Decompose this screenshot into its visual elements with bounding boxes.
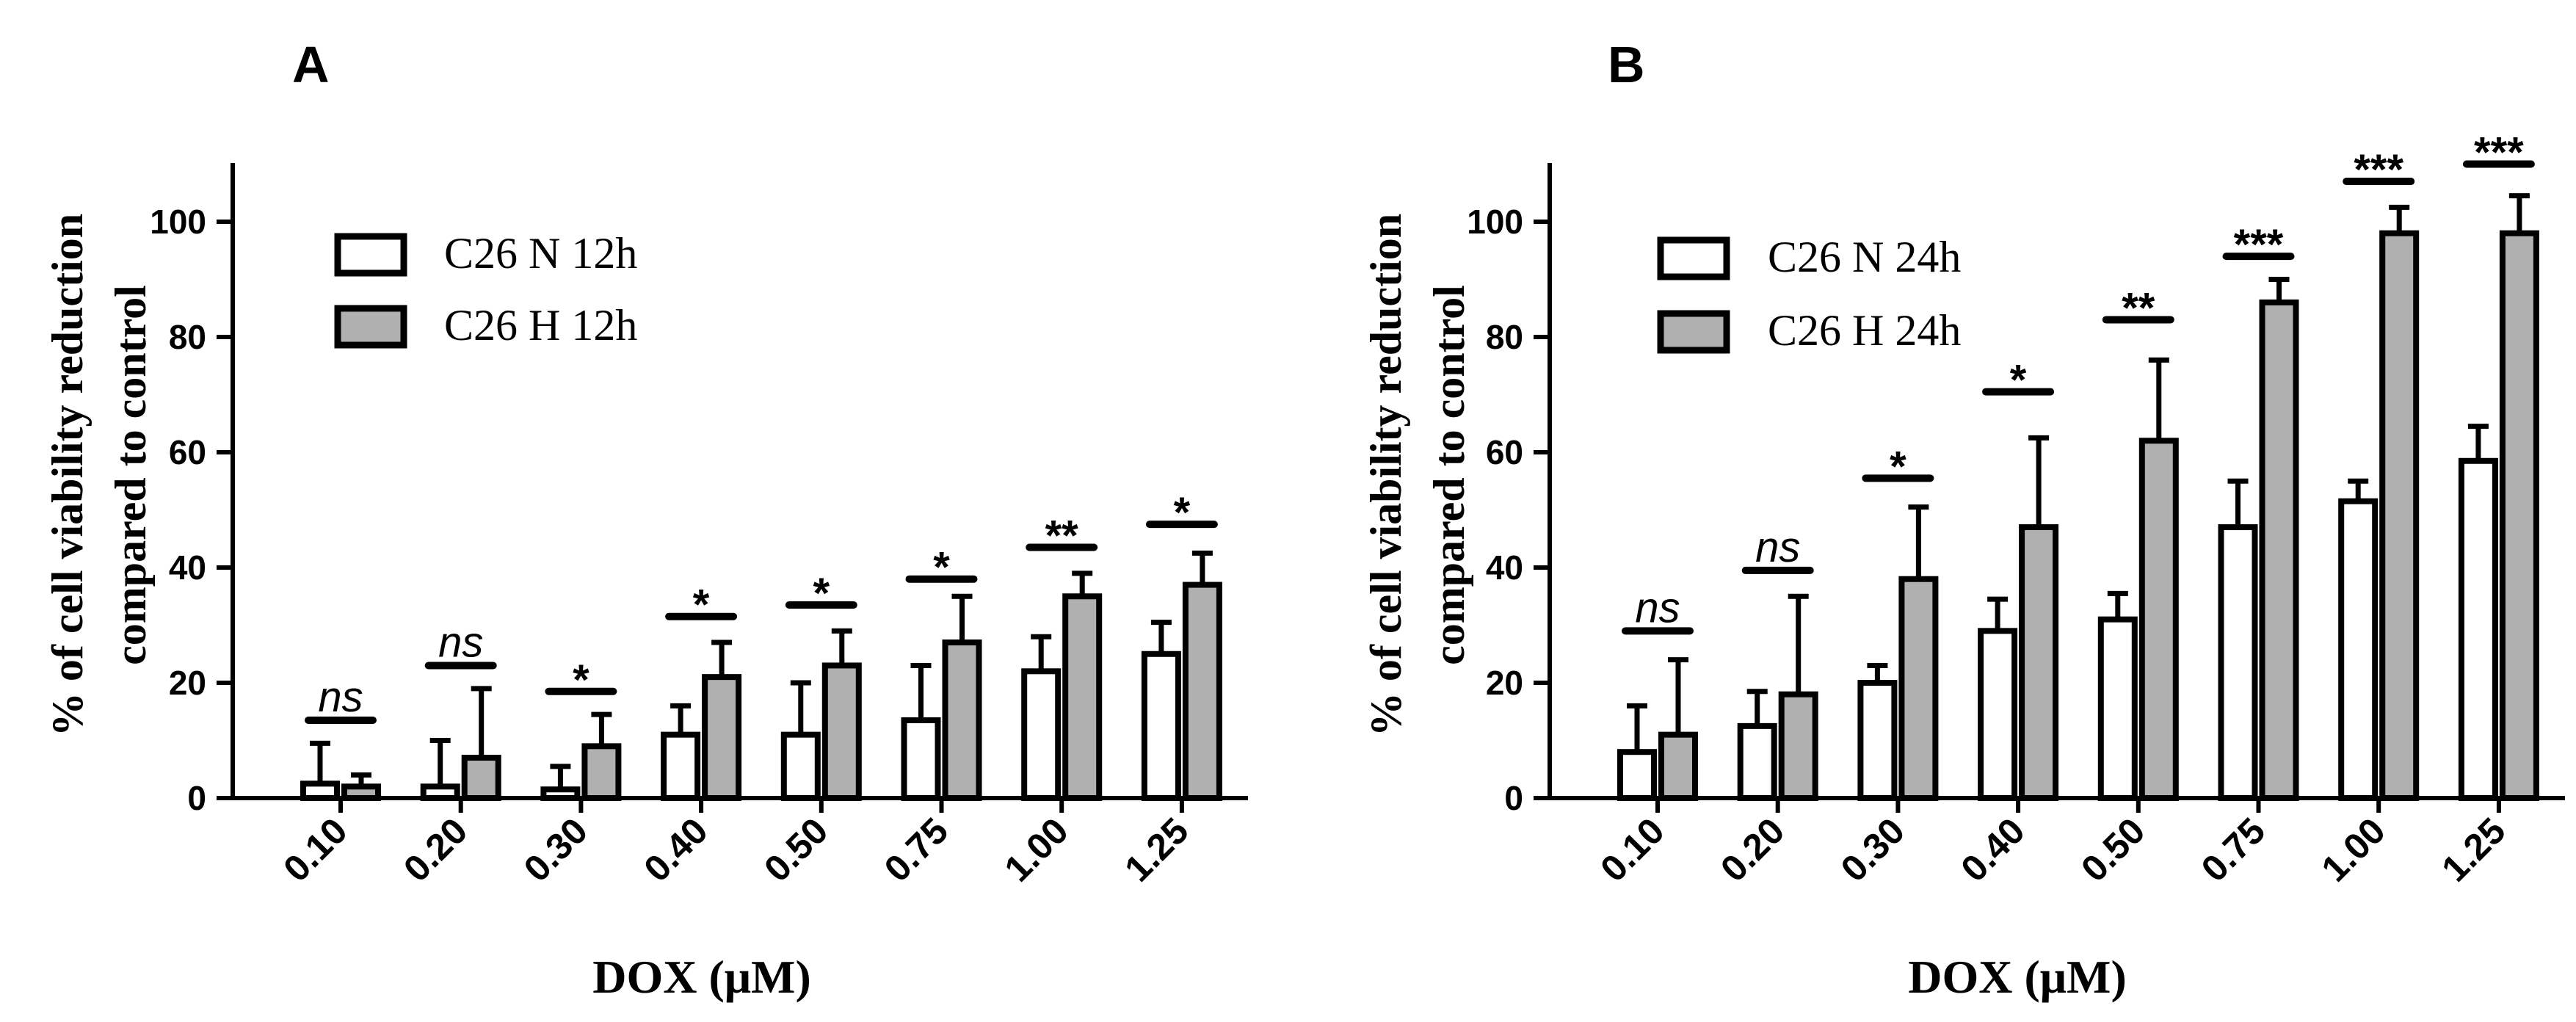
y-axis-label-line2: compared to control bbox=[106, 285, 155, 665]
bar-n bbox=[2458, 457, 2498, 802]
significance-label: ** bbox=[2122, 284, 2155, 332]
x-tick-label: 1.25 bbox=[1117, 810, 1196, 889]
legend-label-h: C26 H 24h bbox=[1768, 306, 1961, 355]
legend-swatch-n bbox=[334, 233, 407, 277]
x-tick-label: 0.75 bbox=[877, 810, 956, 889]
bar-h bbox=[1898, 576, 1939, 801]
x-tick-label: 0.50 bbox=[2073, 810, 2152, 889]
legend-a: C26 N 12h C26 H 12h bbox=[334, 229, 637, 349]
significance-label: ns bbox=[1755, 523, 1800, 571]
bar-n bbox=[1978, 628, 2018, 801]
x-tick-label: 0.50 bbox=[756, 810, 835, 889]
bar-n bbox=[2338, 498, 2379, 801]
y-tick-label: 40 bbox=[1486, 548, 1523, 587]
y-tick-label: 100 bbox=[1467, 203, 1523, 241]
y-tick-label: 20 bbox=[1486, 664, 1523, 702]
bar-n bbox=[420, 783, 460, 802]
x-tick-label: 1.00 bbox=[2314, 810, 2393, 889]
x-axis-label: DOX (μM) bbox=[1908, 951, 2127, 1003]
significance-label: ns bbox=[438, 618, 483, 666]
bar-n bbox=[540, 786, 581, 801]
significance-label: * bbox=[933, 544, 950, 592]
panel-letter-a: A bbox=[292, 36, 330, 93]
significance-label: ns bbox=[1635, 584, 1680, 631]
plot-area-b: 0 20 40 60 80 100 0.10 ns 0.20 ns 0.30 * 0.40 * 0.50 **… bbox=[1467, 129, 2565, 890]
significance-label: * bbox=[813, 570, 830, 617]
bar-h bbox=[1778, 691, 1818, 802]
legend-swatch-h bbox=[334, 305, 407, 349]
x-tick-label: 0.40 bbox=[1953, 810, 2032, 889]
bar-h bbox=[1658, 731, 1698, 802]
y-axis-label-line1: % of cell viability reduction bbox=[1362, 214, 1410, 736]
bar-n bbox=[1857, 680, 1898, 801]
legend-label-n: C26 N 24h bbox=[1768, 233, 1961, 281]
bar-n bbox=[1737, 722, 1777, 801]
significance-label: *** bbox=[2354, 146, 2403, 194]
bar-h bbox=[2379, 230, 2420, 801]
plot-area-a: 0 20 40 60 80 100 0.10 ns 0.20 ns 0.30 * 0.40 * 0.50 * 0… bbox=[150, 163, 1248, 890]
bar-h bbox=[942, 639, 982, 801]
y-tick-label: 80 bbox=[1486, 318, 1523, 356]
legend-swatch-h bbox=[1657, 310, 1730, 354]
x-axis-label: DOX (μM) bbox=[592, 951, 811, 1003]
significance-label: * bbox=[2010, 357, 2027, 405]
y-tick-label: 60 bbox=[1486, 433, 1523, 471]
bar-h bbox=[821, 662, 862, 802]
bar-h bbox=[341, 783, 381, 802]
x-tick-label: 0.20 bbox=[1713, 810, 1792, 889]
panel-letter-b: B bbox=[1608, 36, 1645, 93]
bar-n bbox=[901, 717, 941, 802]
bar-h bbox=[1182, 581, 1222, 801]
bar-n bbox=[661, 731, 701, 802]
significance-label: * bbox=[1174, 489, 1191, 537]
bar-n bbox=[300, 780, 340, 801]
y-tick-label: 0 bbox=[1504, 779, 1523, 817]
legend-label-h: C26 H 12h bbox=[444, 301, 637, 349]
bar-h bbox=[702, 674, 742, 802]
y-axis-label-line2: compared to control bbox=[1425, 285, 1473, 665]
panel-b: B % of cell viability reduction compared… bbox=[1362, 36, 2565, 1003]
bar-h bbox=[2259, 299, 2299, 801]
y-tick-label: 100 bbox=[150, 203, 206, 241]
bar-n bbox=[2097, 616, 2138, 802]
significance-label: * bbox=[573, 656, 589, 704]
bar-h bbox=[1062, 593, 1103, 801]
x-tick-label: 0.20 bbox=[396, 810, 475, 889]
bar-n bbox=[1141, 650, 1181, 801]
significance-label: ns bbox=[318, 673, 363, 721]
x-tick-label: 0.10 bbox=[275, 810, 355, 889]
bar-h bbox=[461, 755, 501, 802]
y-tick-label: 40 bbox=[169, 548, 206, 587]
x-tick-label: 0.75 bbox=[2194, 810, 2273, 889]
bar-n bbox=[1617, 749, 1657, 801]
legend-swatch-n bbox=[1657, 236, 1730, 280]
bar-h bbox=[2499, 230, 2539, 801]
significance-label: * bbox=[693, 581, 710, 629]
bar-n bbox=[1021, 668, 1062, 801]
significance-label: * bbox=[1890, 443, 1906, 490]
bar-n bbox=[2218, 524, 2258, 801]
x-tick-label: 0.40 bbox=[636, 810, 715, 889]
bar-h bbox=[2138, 438, 2179, 801]
y-tick-label: 20 bbox=[169, 664, 206, 702]
bar-h bbox=[581, 743, 622, 801]
y-tick-label: 0 bbox=[187, 779, 206, 817]
x-tick-label: 0.30 bbox=[1833, 810, 1912, 889]
legend-b: C26 N 24h C26 H 24h bbox=[1657, 233, 1961, 355]
bar-h bbox=[2019, 524, 2059, 801]
y-tick-label: 60 bbox=[169, 433, 206, 471]
x-tick-label: 0.10 bbox=[1592, 810, 1672, 889]
panel-a: A % of cell viability reduction compared… bbox=[43, 36, 1248, 1003]
x-tick-label: 1.00 bbox=[997, 810, 1076, 889]
significance-label: *** bbox=[2474, 129, 2524, 177]
significance-label: ** bbox=[1045, 512, 1079, 560]
bar-n bbox=[780, 731, 821, 802]
legend-label-n: C26 N 12h bbox=[444, 229, 637, 278]
significance-label: *** bbox=[2234, 221, 2284, 269]
x-tick-label: 0.30 bbox=[516, 810, 595, 889]
y-axis-label-line1: % of cell viability reduction bbox=[43, 214, 92, 736]
y-tick-label: 80 bbox=[169, 318, 206, 356]
x-tick-label: 1.25 bbox=[2434, 810, 2513, 889]
